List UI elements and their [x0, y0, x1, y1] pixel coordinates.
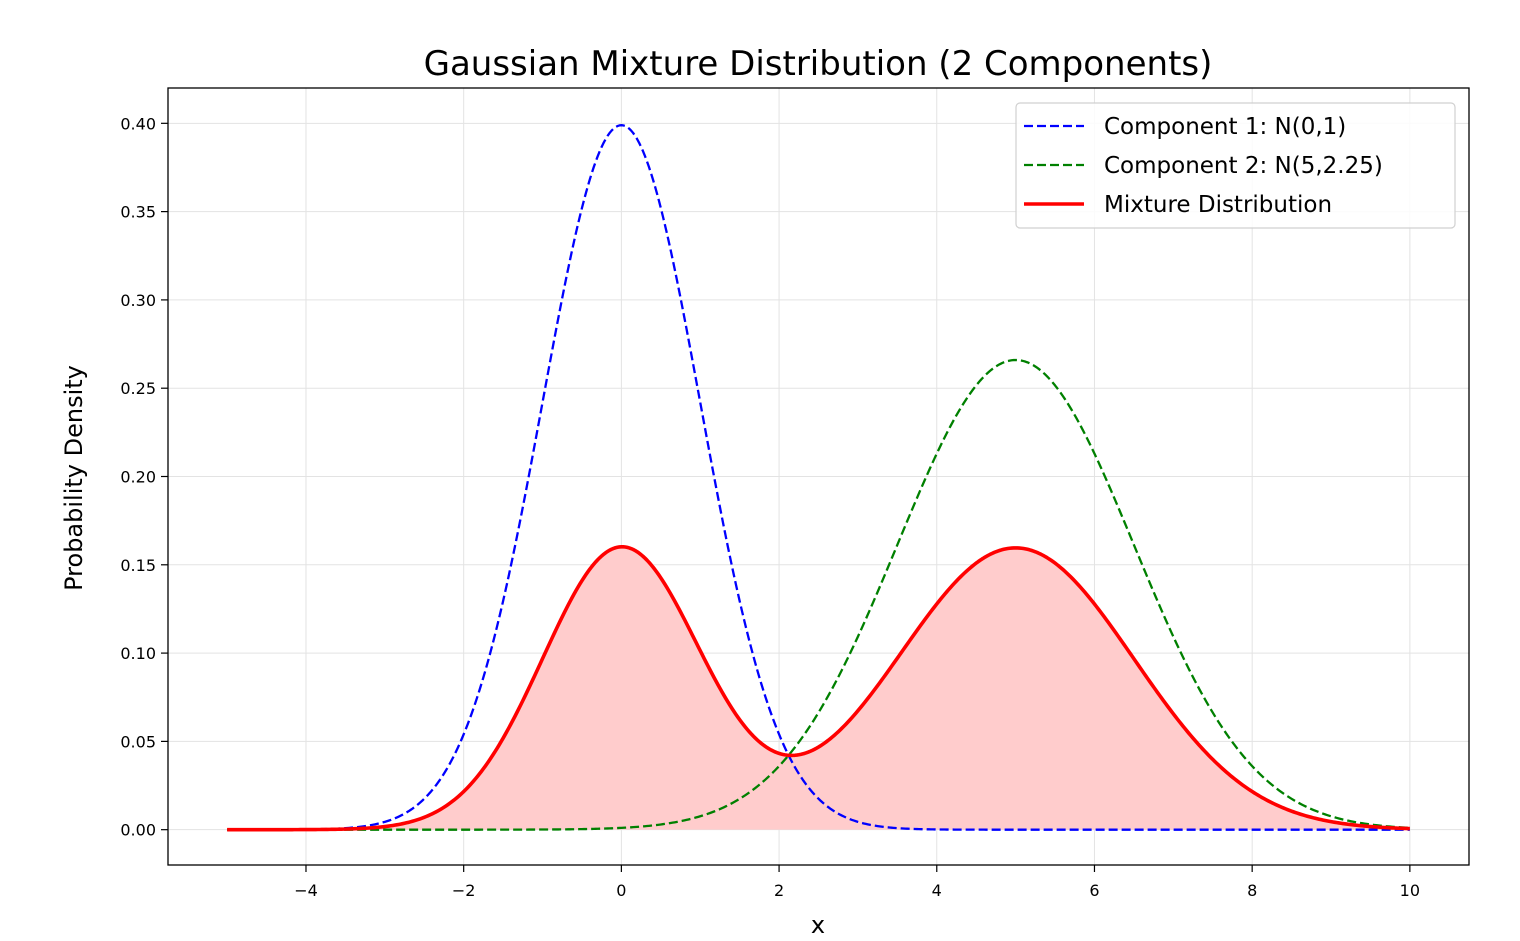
y-tick-label: 0.40: [120, 114, 156, 133]
chart-title: Gaussian Mixture Distribution (2 Compone…: [424, 44, 1213, 84]
legend: Component 1: N(0,1) Component 2: N(5,2.25…: [1015, 102, 1456, 229]
legend-label: Mixture Distribution: [1104, 192, 1332, 218]
y-tick-label: 0.35: [120, 203, 156, 222]
y-tick-label: 0.05: [120, 732, 156, 751]
mixture-area-fill: [227, 546, 1410, 830]
x-tick-label: 0: [616, 881, 626, 900]
x-tick-label: −4: [294, 881, 318, 900]
y-tick-label: 0.20: [120, 468, 156, 487]
y-axis-ticks: 0.00 0.05 0.10 0.15 0.20 0.25 0.30 0.35 0.40: [120, 114, 168, 840]
legend-label: Component 2: N(5,2.25): [1104, 153, 1383, 179]
series-line-2: [227, 358, 1410, 831]
series-line-1: [227, 124, 1410, 831]
series-layer: [227, 124, 1410, 832]
area-fill-layer: [227, 546, 1410, 830]
y-tick-label: 0.10: [120, 644, 156, 663]
y-tick-label: 0.15: [120, 556, 156, 575]
y-tick-label: 0.25: [120, 379, 156, 398]
x-tick-label: −2: [452, 881, 476, 900]
legend-label: Component 1: N(0,1): [1104, 114, 1346, 140]
x-tick-label: 8: [1247, 881, 1257, 900]
x-tick-label: 6: [1089, 881, 1099, 900]
x-axis-label: x: [811, 911, 825, 936]
x-tick-label: 2: [774, 881, 784, 900]
x-axis-ticks: −4 −2 0 2 4 6 8 10: [294, 865, 1420, 900]
x-tick-label: 4: [932, 881, 942, 900]
x-tick-label: 10: [1400, 881, 1420, 900]
series-line-3: [227, 544, 1410, 832]
y-tick-label: 0.00: [120, 821, 156, 840]
legend-box: [1015, 102, 1456, 229]
y-tick-label: 0.30: [120, 291, 156, 310]
y-axis-label: Probability Density: [60, 365, 88, 591]
